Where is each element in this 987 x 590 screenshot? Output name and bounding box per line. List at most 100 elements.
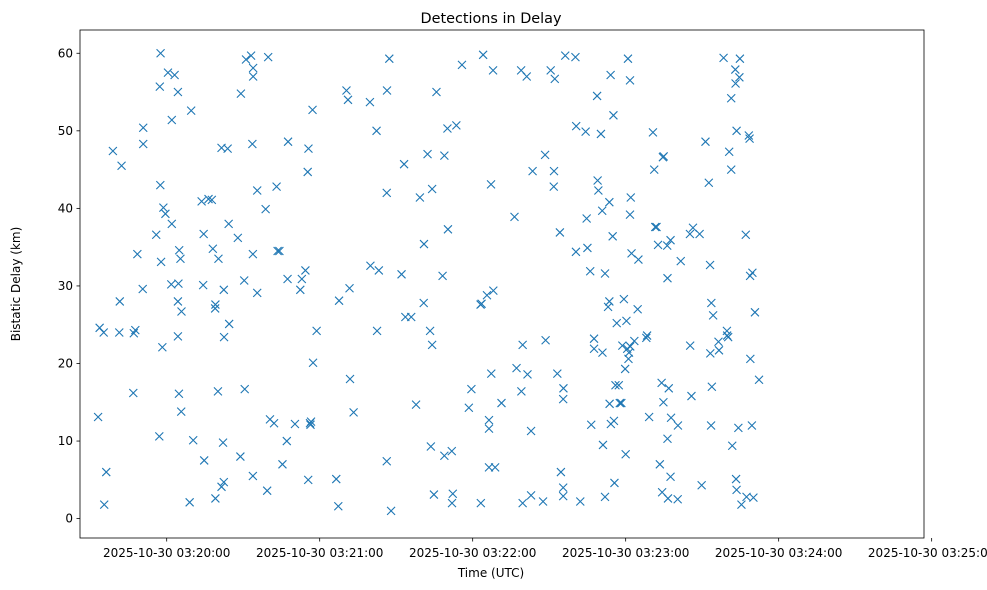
data-point bbox=[443, 124, 452, 133]
data-point bbox=[419, 298, 429, 308]
data-point bbox=[697, 480, 707, 490]
data-point bbox=[99, 500, 109, 510]
data-point bbox=[439, 151, 449, 161]
data-point bbox=[334, 296, 344, 306]
y-tick-label: 30 bbox=[58, 279, 73, 293]
data-point bbox=[290, 419, 300, 429]
data-point bbox=[589, 344, 599, 354]
data-point bbox=[269, 418, 279, 428]
data-point bbox=[714, 337, 723, 347]
data-point bbox=[727, 441, 737, 451]
data-point bbox=[163, 68, 173, 78]
data-point bbox=[366, 261, 375, 271]
data-point bbox=[261, 204, 271, 214]
data-point bbox=[312, 326, 322, 336]
data-point bbox=[526, 490, 536, 500]
data-point bbox=[177, 307, 186, 316]
data-point bbox=[541, 335, 550, 345]
data-point bbox=[659, 397, 668, 407]
data-point bbox=[219, 477, 229, 487]
data-point bbox=[115, 297, 125, 306]
data-point bbox=[659, 152, 669, 161]
data-point bbox=[546, 65, 556, 75]
data-point bbox=[161, 209, 170, 219]
data-point bbox=[484, 415, 494, 425]
data-point bbox=[218, 438, 228, 447]
data-point bbox=[705, 260, 715, 270]
data-point bbox=[217, 482, 226, 492]
data-point bbox=[603, 302, 613, 312]
data-point bbox=[427, 184, 437, 194]
data-point bbox=[213, 387, 223, 396]
data-point bbox=[605, 399, 614, 409]
plot-area bbox=[93, 48, 764, 516]
data-point bbox=[747, 421, 757, 430]
data-point bbox=[663, 434, 672, 444]
data-point bbox=[426, 442, 436, 451]
data-point bbox=[132, 249, 142, 259]
data-point bbox=[173, 87, 183, 97]
data-point bbox=[114, 328, 124, 337]
data-point bbox=[93, 412, 103, 422]
data-point bbox=[589, 334, 599, 344]
data-point bbox=[633, 304, 643, 314]
data-point bbox=[151, 230, 161, 240]
data-point bbox=[597, 206, 607, 216]
data-point bbox=[283, 137, 293, 147]
data-point bbox=[735, 54, 745, 64]
data-point bbox=[188, 435, 198, 445]
data-point bbox=[754, 375, 764, 385]
y-tick-label: 20 bbox=[58, 356, 73, 370]
data-point bbox=[744, 131, 754, 140]
data-point bbox=[235, 452, 245, 461]
data-point bbox=[526, 426, 536, 436]
data-point bbox=[425, 326, 435, 336]
data-point bbox=[236, 89, 246, 98]
data-point bbox=[224, 219, 234, 229]
data-point bbox=[386, 506, 396, 516]
data-point bbox=[625, 210, 635, 219]
data-point bbox=[523, 369, 532, 379]
data-point bbox=[157, 342, 167, 352]
data-point bbox=[476, 498, 486, 508]
data-point bbox=[745, 354, 755, 364]
data-point bbox=[176, 254, 185, 264]
data-point bbox=[732, 126, 741, 136]
data-point bbox=[210, 304, 220, 313]
data-point bbox=[608, 231, 618, 241]
data-point bbox=[248, 471, 258, 481]
x-tick-label: 2025-10-30 03:23:00 bbox=[562, 546, 689, 560]
data-point bbox=[583, 243, 592, 253]
data-point bbox=[419, 239, 429, 249]
data-point bbox=[641, 333, 651, 343]
data-point bbox=[616, 398, 626, 408]
data-point bbox=[174, 279, 183, 289]
data-point bbox=[482, 290, 492, 300]
data-point bbox=[664, 383, 674, 393]
data-point bbox=[538, 497, 548, 506]
data-point bbox=[486, 369, 496, 378]
data-point bbox=[596, 129, 606, 139]
data-point bbox=[246, 51, 256, 60]
data-point bbox=[384, 54, 394, 64]
data-point bbox=[275, 246, 284, 256]
data-point bbox=[306, 417, 316, 427]
data-point bbox=[174, 389, 184, 399]
data-point bbox=[642, 331, 652, 340]
data-point bbox=[382, 86, 392, 95]
data-point bbox=[623, 54, 633, 64]
data-point bbox=[199, 456, 209, 465]
chart-title: Detections in Delay bbox=[421, 11, 562, 27]
data-point bbox=[447, 446, 457, 456]
data-point bbox=[582, 214, 592, 223]
data-point bbox=[749, 493, 758, 503]
data-point bbox=[626, 193, 636, 202]
x-tick-label: 2025-10-30 03:21:00 bbox=[256, 546, 383, 560]
data-point bbox=[399, 159, 409, 169]
data-point bbox=[382, 188, 392, 198]
data-point bbox=[598, 348, 607, 358]
data-point bbox=[207, 195, 217, 205]
data-point bbox=[432, 87, 441, 97]
data-point bbox=[706, 421, 716, 430]
